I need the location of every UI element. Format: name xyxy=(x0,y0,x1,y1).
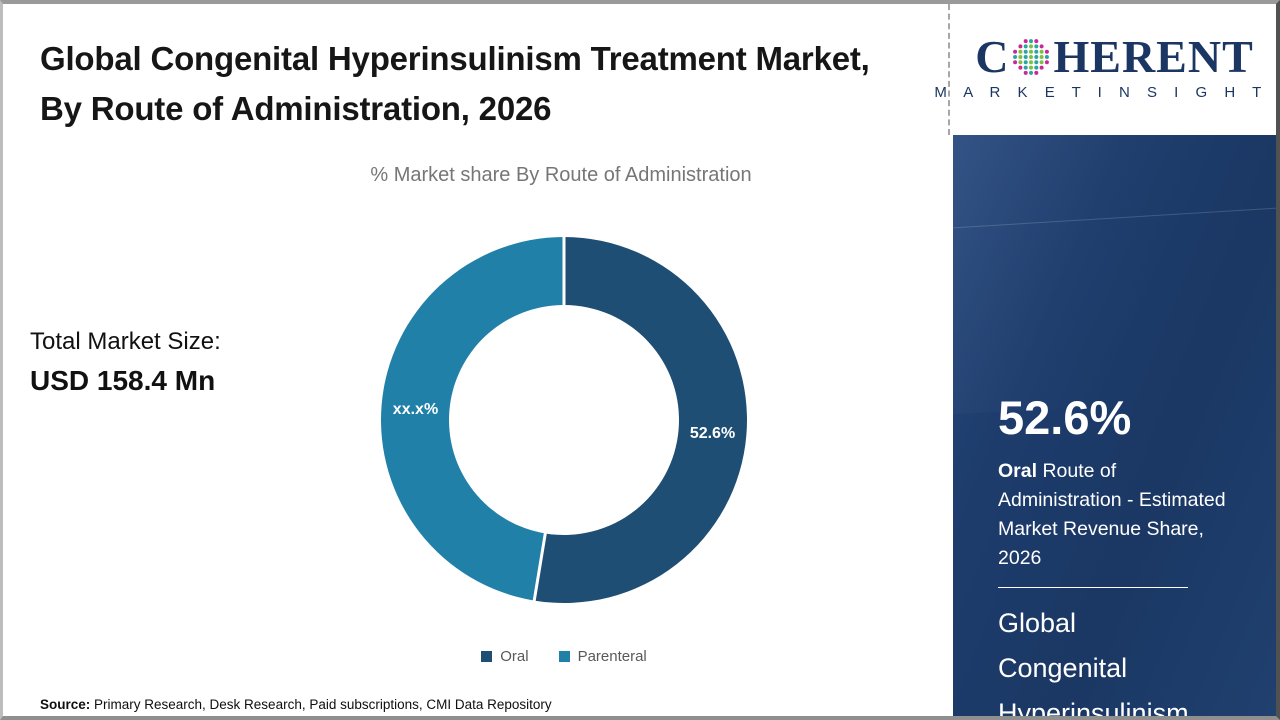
legend-label: Parenteral xyxy=(577,648,647,665)
chart-legend: Oral Parenteral xyxy=(363,648,765,665)
brand-wordmark: C HERENT xyxy=(975,34,1254,80)
stats-sidebar: 52.6% Oral Route of Administration - Est… xyxy=(953,135,1276,720)
logo-globe-dot xyxy=(1029,65,1034,70)
total-market-size-value: USD 158.4 Mn xyxy=(30,365,216,396)
logo-globe-dot xyxy=(1029,55,1034,59)
logo-globe-dot xyxy=(1018,55,1023,59)
logo-globe-dot xyxy=(1040,60,1045,65)
total-market-size-label: Total Market Size: xyxy=(30,328,221,355)
logo-globe-dot xyxy=(1013,55,1018,59)
logo-globe-dot xyxy=(1029,60,1034,65)
logo-globe-dot xyxy=(1034,49,1039,54)
brand-logo: C HERENT M A R K E T I N S I G H T S xyxy=(934,4,1276,131)
legend-item-parenteral: Parenteral xyxy=(558,648,647,665)
source-label: Source: xyxy=(40,697,91,712)
logo-globe-icon xyxy=(1013,39,1050,75)
logo-globe-dot xyxy=(1024,49,1029,54)
legend-label: Oral xyxy=(500,648,529,665)
donut-segment-parenteral xyxy=(381,237,564,601)
sidebar-market-line: Global xyxy=(998,608,1077,638)
donut-data-label: 52.6% xyxy=(690,425,735,442)
logo-globe-dot xyxy=(1029,44,1034,49)
logo-globe-dot xyxy=(1024,55,1029,59)
logo-globe-dot xyxy=(1034,39,1039,44)
sidebar-market-line: Congenital xyxy=(998,653,1128,683)
legend-swatch-icon xyxy=(558,651,570,662)
donut-segment-divider xyxy=(532,532,547,602)
logo-globe-dot xyxy=(1018,65,1023,70)
brand-letters-herent: HERENT xyxy=(1053,31,1254,82)
logo-globe-dot xyxy=(1018,44,1023,49)
logo-dashed-separator xyxy=(948,4,950,135)
total-market-size: Total Market Size: USD 158.4 Mn xyxy=(30,328,221,397)
sidebar-stat-text: Route of Administration - Estimated Mark… xyxy=(998,460,1226,569)
legend-swatch-icon xyxy=(481,651,493,662)
source-text: Primary Research, Desk Research, Paid su… xyxy=(90,697,552,712)
sidebar-stat-description: Oral Route of Administration - Estimated… xyxy=(998,457,1228,573)
sidebar-map-streak xyxy=(953,206,1276,229)
brand-letter-c: C xyxy=(975,31,1010,82)
sidebar-market-title: Global Congenital Hyperinsulinism Treatm… xyxy=(998,601,1189,720)
logo-globe-dot xyxy=(1034,65,1039,70)
donut-data-label: xx.x% xyxy=(393,401,438,418)
logo-globe-dot xyxy=(1024,60,1029,65)
logo-globe-dot xyxy=(1040,49,1045,54)
logo-globe-dot xyxy=(1024,44,1029,49)
logo-globe-dot xyxy=(1018,49,1023,54)
logo-globe-dot xyxy=(1045,55,1050,59)
logo-globe-dot xyxy=(1024,65,1029,70)
donut-segment-oral xyxy=(534,237,748,603)
logo-globe-dot xyxy=(1040,65,1045,70)
source-note: Source: Primary Research, Desk Research,… xyxy=(40,697,552,712)
sidebar-divider-line xyxy=(998,587,1188,588)
sidebar-stat-value: 52.6% xyxy=(998,391,1132,444)
logo-globe-dot xyxy=(1029,49,1034,54)
logo-globe-dot xyxy=(1029,70,1034,75)
logo-globe-dot xyxy=(1029,39,1034,44)
logo-globe-dot xyxy=(1040,55,1045,59)
logo-globe-dot xyxy=(1034,70,1039,75)
legend-item-oral: Oral xyxy=(481,648,529,665)
logo-globe-dot xyxy=(1024,70,1029,75)
brand-tagline: M A R K E T I N S I G H T S xyxy=(934,84,1280,101)
logo-globe-dot xyxy=(1034,44,1039,49)
logo-globe-dot xyxy=(1024,39,1029,44)
logo-globe-dot xyxy=(1034,55,1039,59)
logo-globe-dot xyxy=(1034,60,1039,65)
donut-chart-svg: 52.6% xx.x% xyxy=(381,236,748,603)
sidebar-market-line: Hyperinsulinism xyxy=(998,698,1189,720)
sidebar-map-texture xyxy=(953,135,1276,416)
sidebar-stat-segment: Oral xyxy=(998,460,1038,482)
chart-subtitle: % Market share By Route of Administratio… xyxy=(370,164,752,186)
logo-globe-dot xyxy=(1013,60,1018,65)
logo-globe-dot xyxy=(1018,60,1023,65)
logo-globe-dot xyxy=(1045,49,1050,54)
page-title: Global Congenital Hyperinsulinism Treatm… xyxy=(40,40,870,128)
logo-globe-dot xyxy=(1013,49,1018,54)
logo-globe-dot xyxy=(1045,60,1050,65)
logo-globe-dot xyxy=(1040,44,1045,49)
donut-chart: 52.6% xx.x% xyxy=(363,219,765,621)
